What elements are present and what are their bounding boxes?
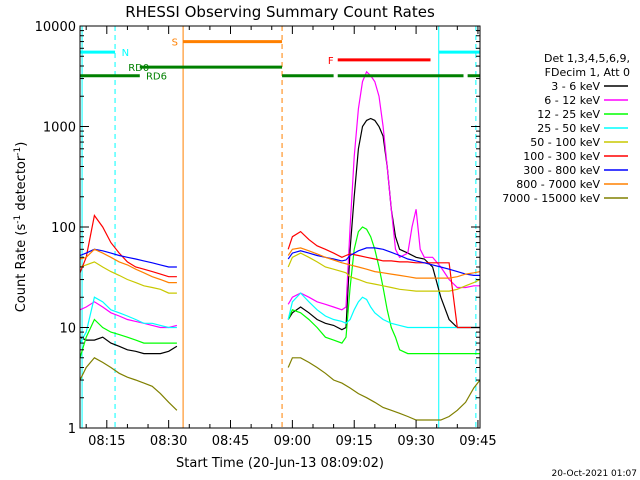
status-label-f: F <box>328 56 334 67</box>
series-line-4-segment-0 <box>79 261 177 294</box>
y-tick-label-1: 10 <box>59 322 76 337</box>
legend-entry-label-5: 100 - 300 keV <box>523 150 600 163</box>
y-tick-label-3: 1000 <box>43 121 76 136</box>
legend-entry-label-6: 300 - 800 keV <box>523 164 600 177</box>
x-tick-label-3: 09:00 <box>274 434 311 449</box>
y-tick-label-0: 1 <box>68 422 76 437</box>
series-line-4-segment-1 <box>287 252 481 292</box>
x-tick-label-5: 09:30 <box>397 434 434 449</box>
series-line-0-segment-0 <box>79 336 178 355</box>
y-axis-label: Count Rate (s-1 detector-1) <box>13 142 29 313</box>
x-tick-label-2: 08:45 <box>212 434 249 449</box>
plot-timestamp: 20-Oct-2021 01:07 <box>552 469 637 479</box>
legend: Det 1,3,4,5,6,9,FDecim 1, Att 03 - 6 keV… <box>502 52 630 205</box>
status-label-n: N <box>122 48 129 59</box>
status-label-rd0: RD0 <box>128 63 149 74</box>
x-tick-label-0: 08:15 <box>88 434 125 449</box>
legend-entry-label-0: 3 - 6 keV <box>551 80 600 93</box>
series-line-1-segment-1 <box>287 70 480 311</box>
legend-entry-label-3: 25 - 50 keV <box>537 122 600 135</box>
legend-entry-label-7: 800 - 7000 keV <box>516 178 600 191</box>
series-line-8-segment-0 <box>79 357 178 411</box>
status-label-rd6: RD6 <box>146 72 167 83</box>
data-layer <box>79 26 481 428</box>
series-line-7-segment-0 <box>79 248 177 284</box>
x-tick-label-4: 09:15 <box>335 434 372 449</box>
chart-title: RHESSI Observing Summary Count Rates <box>125 3 435 21</box>
x-tick-label-6: 09:45 <box>459 434 496 449</box>
legend-entry-label-2: 12 - 25 keV <box>537 108 600 121</box>
series-line-5-segment-0 <box>79 214 177 278</box>
series-line-2-segment-1 <box>287 226 480 355</box>
series-line-3-segment-1 <box>287 292 480 329</box>
legend-header-line-0: Det 1,3,4,5,6,9, <box>544 52 630 65</box>
legend-header-line-1: FDecim 1, Att 0 <box>545 66 630 79</box>
legend-entry-label-1: 6 - 12 keV <box>544 94 600 107</box>
legend-entry-label-4: 50 - 100 keV <box>530 136 600 149</box>
axis-layer: 08:15 08:30 08:45 09:00 09:15 09:30 09:45 1 10 10… <box>35 20 497 449</box>
series-line-6-segment-1 <box>287 247 480 276</box>
legend-entry-label-8: 7000 - 15000 keV <box>502 192 600 205</box>
series-line-2-segment-0 <box>79 318 177 358</box>
y-tick-label-2: 100 <box>51 221 76 236</box>
series-line-8-segment-1 <box>287 357 481 421</box>
x-axis-label: Start Time (20-Jun-13 08:09:02) <box>176 456 384 471</box>
x-tick-label-1: 08:30 <box>150 434 187 449</box>
series-line-7-segment-1 <box>287 247 481 279</box>
status-label-s: S <box>172 38 178 49</box>
series-line-0-segment-1 <box>287 117 480 331</box>
series-line-3-segment-0 <box>79 296 177 344</box>
series-line-5-segment-1 <box>287 230 480 329</box>
series-line-1-segment-0 <box>79 301 178 329</box>
y-tick-label-4: 10000 <box>35 20 76 35</box>
